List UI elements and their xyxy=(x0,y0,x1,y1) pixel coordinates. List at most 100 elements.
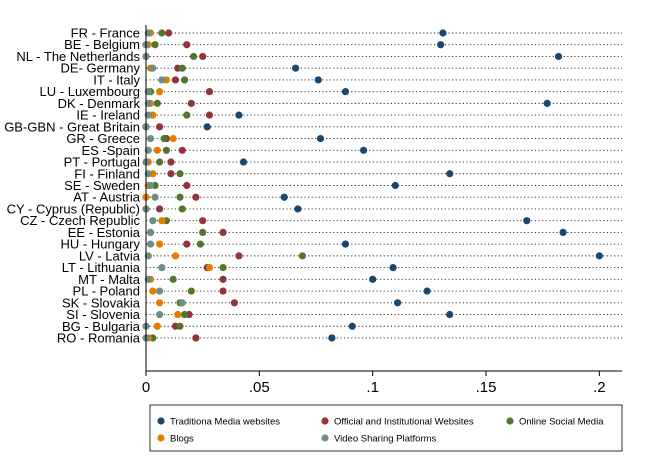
data-point xyxy=(156,88,164,96)
category-label: CY - Cyprus (Republic) xyxy=(7,201,140,216)
data-point xyxy=(294,205,302,213)
x-axis: 0 .05 .1 .15 .2 xyxy=(142,25,622,396)
x-tick-label: .1 xyxy=(366,379,379,396)
data-point xyxy=(151,193,159,201)
legend: Traditiona Media websites Official and In… xyxy=(149,404,623,452)
category-label: LV - Latvia xyxy=(79,248,141,263)
data-point xyxy=(239,158,248,166)
data-point xyxy=(178,64,186,72)
category-label: IT - Italy xyxy=(93,72,140,87)
data-point xyxy=(180,310,189,319)
data-point xyxy=(439,29,447,37)
data-point xyxy=(219,228,227,237)
data-point xyxy=(230,299,238,307)
category-label: ES -Spain xyxy=(81,143,140,158)
data-point xyxy=(146,181,155,190)
data-point xyxy=(199,52,207,61)
legend-label: Official and Institutional Websites xyxy=(334,417,474,428)
data-point xyxy=(348,322,356,330)
legend-label: Online Social Media xyxy=(519,417,604,428)
data-point xyxy=(298,252,306,260)
data-point xyxy=(341,88,350,96)
data-point xyxy=(149,287,157,295)
data-point xyxy=(316,134,325,143)
data-point xyxy=(169,275,177,283)
data-point xyxy=(153,99,161,107)
x-tick-label: .15 xyxy=(476,379,497,396)
data-point xyxy=(176,322,184,330)
category-label: MT - Malta xyxy=(78,272,141,287)
category-label: RO - Romania xyxy=(57,330,141,345)
category-label: LU - Luxembourg xyxy=(40,84,140,99)
data-point xyxy=(160,134,168,143)
legend-marker xyxy=(321,434,329,442)
legend-label: Video Sharing Platforms xyxy=(334,434,437,445)
data-point xyxy=(328,334,336,342)
legend-label: Blogs xyxy=(170,434,194,445)
data-point xyxy=(149,217,157,225)
data-point xyxy=(292,64,300,72)
data-point xyxy=(543,99,551,107)
data-point xyxy=(446,310,454,319)
category-label: BG - Bulgaria xyxy=(62,319,141,334)
category-label: LT - Lithuania xyxy=(62,260,141,275)
data-point xyxy=(187,99,195,107)
data-point xyxy=(156,240,164,248)
data-point xyxy=(205,111,214,119)
data-point xyxy=(341,240,350,248)
data-point xyxy=(156,205,164,213)
data-point xyxy=(153,146,161,154)
data-point xyxy=(219,264,227,272)
category-label: NL - The Netherlands xyxy=(16,49,140,64)
data-point xyxy=(196,240,204,248)
data-point xyxy=(176,193,184,201)
data-point xyxy=(156,299,164,307)
data-point xyxy=(158,29,166,37)
data-point xyxy=(199,228,207,237)
category-label: GB-GBN - Great Britain xyxy=(4,119,140,134)
data-point xyxy=(187,287,195,295)
category-label: HU - Hungary xyxy=(61,237,141,252)
data-point xyxy=(203,123,211,131)
data-point xyxy=(156,287,164,295)
data-point xyxy=(423,287,431,295)
data-point xyxy=(219,287,227,295)
data-point xyxy=(180,76,189,84)
category-label: FI - Finland xyxy=(74,166,140,181)
data-point xyxy=(146,134,155,143)
data-point xyxy=(158,76,166,84)
data-point xyxy=(314,76,322,84)
data-point xyxy=(178,205,186,213)
data-point xyxy=(176,170,184,178)
data-point xyxy=(554,52,563,61)
data-point xyxy=(394,299,402,307)
category-label: PL - Poland xyxy=(73,284,140,299)
legend-marker xyxy=(157,417,165,425)
data-point xyxy=(437,41,445,49)
data-point xyxy=(219,275,227,283)
data-point xyxy=(149,64,157,72)
data-point xyxy=(183,111,191,119)
legend-marker xyxy=(157,434,165,442)
data-point xyxy=(183,181,191,190)
data-point xyxy=(446,170,454,178)
category-label: AT - Austria xyxy=(73,190,140,205)
data-point xyxy=(178,299,186,307)
x-tick-label: 0 xyxy=(142,379,150,396)
data-point xyxy=(235,252,243,260)
data-point xyxy=(156,123,164,131)
category-label: SE - Sweden xyxy=(64,178,140,193)
data-point xyxy=(205,264,214,272)
data-point xyxy=(167,170,175,178)
data-point xyxy=(146,228,155,237)
legend-label: Traditiona Media websites xyxy=(170,417,280,428)
data-point xyxy=(178,146,186,154)
data-point xyxy=(146,240,155,248)
x-tick-label: .05 xyxy=(249,379,270,396)
data-point xyxy=(190,52,198,61)
legend-marker xyxy=(506,417,514,425)
data-point xyxy=(158,217,166,225)
data-point xyxy=(280,193,288,201)
